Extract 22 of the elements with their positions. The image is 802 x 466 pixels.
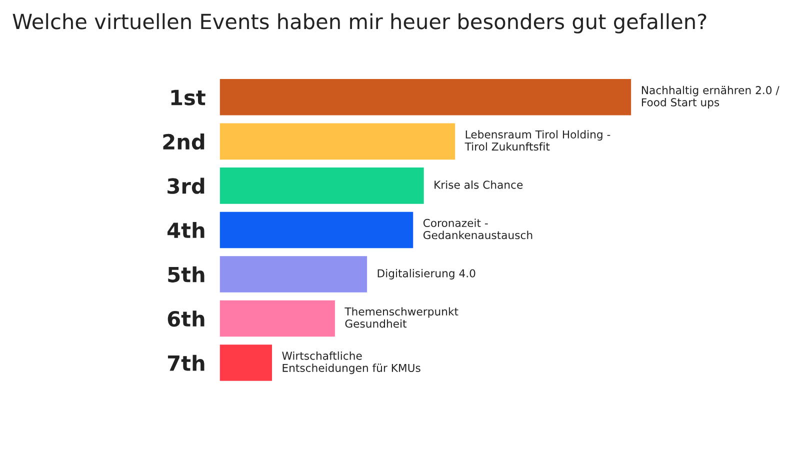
annotation: Krise als Chance — [434, 180, 523, 189]
bar — [220, 344, 272, 381]
y-tick-label: 2nd — [163, 134, 204, 150]
y-tick-label: 6th — [168, 310, 204, 327]
annotation: Wirtschaftliche Entscheidungen für KMUs — [282, 351, 420, 374]
annotation: Nachhaltig ernähren 2.0 / Food Start ups — [642, 86, 780, 108]
annotation: Lebensraum Tirol Holding - Tirol Zukunftsfit — [464, 130, 610, 151]
bar — [220, 168, 424, 204]
bar — [220, 212, 414, 248]
bar — [220, 123, 456, 160]
y-tick-label: 4th — [168, 222, 204, 238]
y-tick-label: 3rd — [168, 178, 204, 194]
chart-title: Welche virtuellen Events haben mir heuer besonders gut gefallen? — [12, 13, 706, 34]
y-tick-label: 1st — [171, 90, 206, 106]
annotation: Themenschwerpunkt Gesundheit — [344, 307, 458, 328]
bar — [220, 256, 368, 292]
annotation: Digitalisierung 4.0 — [378, 269, 476, 280]
annotation: Coronazeit - Gedankenaustausch — [423, 218, 532, 240]
bar — [220, 300, 335, 337]
y-tick-label: 5th — [168, 266, 204, 282]
y-tick-label: 7th — [168, 354, 204, 371]
bar — [220, 79, 632, 116]
